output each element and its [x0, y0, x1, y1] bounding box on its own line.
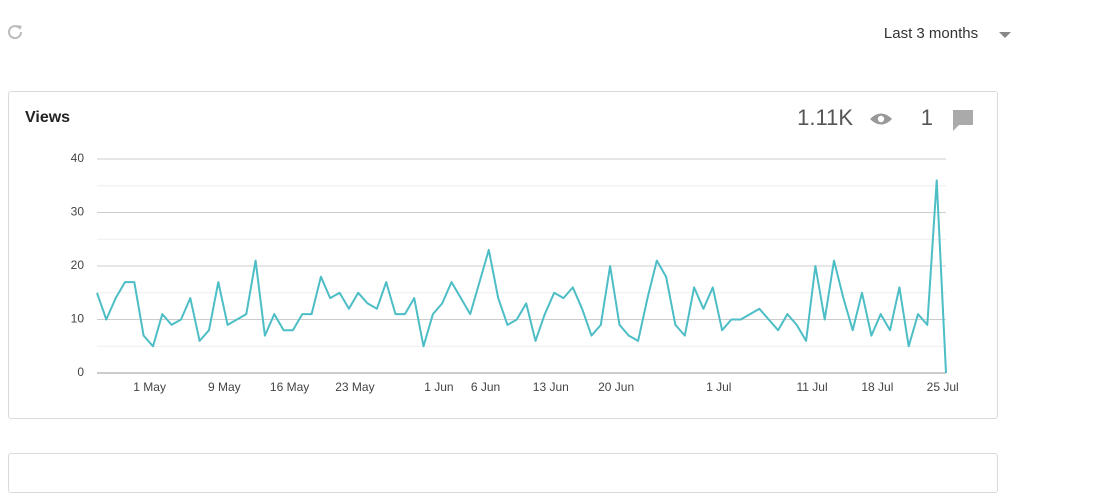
x-tick-label: 1 Jul: [706, 380, 731, 394]
page: Last 3 months Views 1.11K 1 0 10 20 30 40 1 M…: [8, 24, 1011, 493]
refresh-arrow: [17, 25, 22, 30]
chart: Last 3 months: [8, 25, 1011, 42]
views-card: [8, 91, 998, 419]
x-tick-label: 20 Jun: [598, 380, 634, 394]
comment-count: 1: [921, 105, 933, 130]
y-tick-label: 10: [71, 312, 85, 326]
x-tick-label: 11 Jul: [796, 380, 827, 394]
x-tick-label: 1 Jun: [424, 380, 453, 394]
x-tick-label: 18 Jul: [861, 380, 893, 394]
x-tick-label: 16 May: [270, 380, 309, 394]
range-label: Last 3 months: [884, 25, 978, 42]
range-dropdown[interactable]: Last 3 months: [884, 25, 1011, 42]
y-tick-label: 0: [77, 365, 84, 379]
x-tick-label: 25 Jul: [927, 380, 959, 394]
line-series: [96, 179, 947, 374]
refresh-button[interactable]: [8, 25, 23, 40]
views-total: 1.11K: [797, 105, 853, 130]
x-tick-label: 9 May: [208, 380, 241, 394]
card-title: Views: [25, 109, 70, 126]
comment-icon: [953, 110, 973, 131]
eye-pupil: [877, 115, 885, 123]
x-tick-label: 6 Jun: [471, 380, 500, 394]
y-tick-label: 30: [71, 205, 85, 219]
x-tick-label: 23 May: [335, 380, 374, 394]
chart-area: Views 1.11K 1 0 10 20 30 40 1 May 9 May 16 May 2…: [25, 105, 973, 394]
x-tick-label: 13 Jun: [533, 380, 569, 394]
x-tick-label: 1 May: [133, 380, 166, 394]
dropdown-caret: [999, 32, 1011, 38]
y-tick-label: 40: [71, 151, 85, 165]
eye-icon: [870, 113, 892, 125]
y-tick-label: 20: [71, 258, 85, 272]
refresh-icon: [8, 25, 23, 40]
